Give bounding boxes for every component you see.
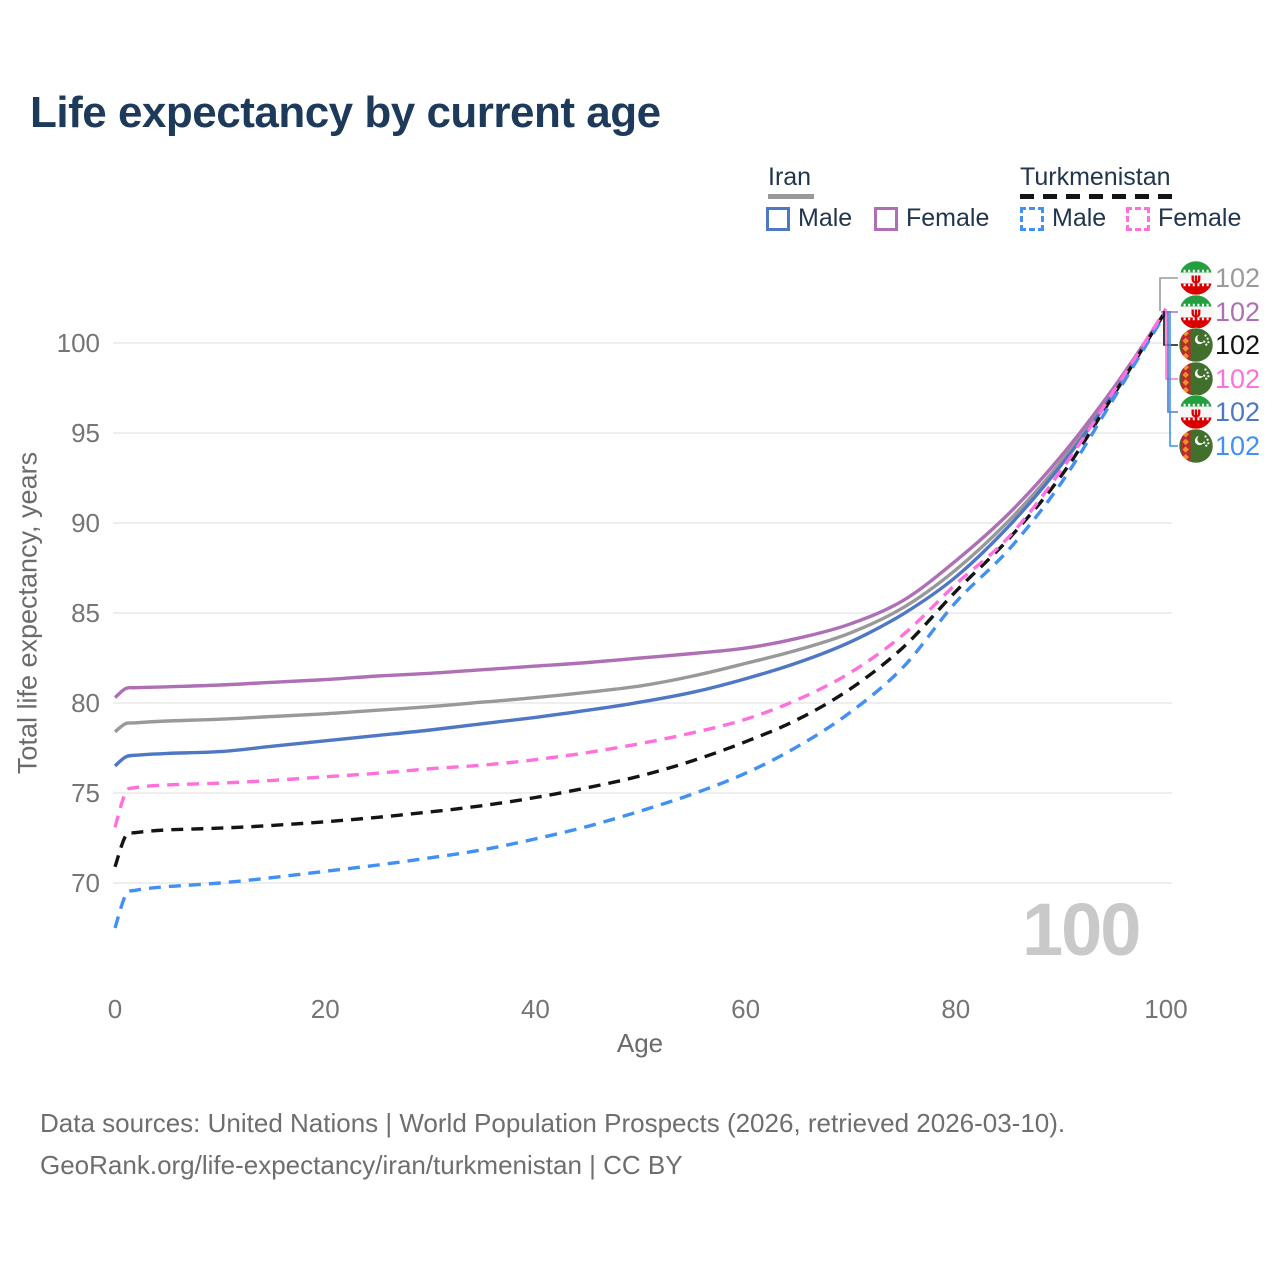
legend-turkmenistan-line-sample xyxy=(1020,194,1178,199)
iran-female-label: Female xyxy=(906,204,990,232)
y-tick-label: 90 xyxy=(71,508,100,538)
turkmenistan-flag-icon xyxy=(1179,328,1213,362)
end-value-label: 102 xyxy=(1215,330,1260,360)
turkmenistan-female-label: Female xyxy=(1158,204,1242,232)
series-line-turkmenistan-total xyxy=(113,309,1168,868)
x-tick-label: 60 xyxy=(731,994,760,1024)
iran-flag-icon xyxy=(1179,295,1213,329)
x-tick-label: 80 xyxy=(941,994,970,1024)
end-value-label: 102 xyxy=(1215,397,1260,427)
series-line-iran-male xyxy=(113,309,1168,768)
y-tick-label: 80 xyxy=(71,688,100,718)
leader-line xyxy=(1163,311,1178,346)
y-tick-label: 75 xyxy=(71,778,100,808)
iran-female-checkbox[interactable] xyxy=(874,206,898,231)
iran-flag-icon xyxy=(1179,395,1213,429)
legend-turkmenistan-label: Turkmenistan xyxy=(1020,163,1171,191)
end-value-label: 102 xyxy=(1215,364,1260,394)
end-value-label: 102 xyxy=(1215,431,1260,461)
x-axis-tick-labels: 0 20 40 60 80 100 xyxy=(108,994,1188,1024)
end-label-leader-lines xyxy=(1159,277,1178,447)
turkmenistan-male-label: Male xyxy=(1052,204,1107,232)
x-tick-label: 0 xyxy=(108,994,122,1024)
legend-item-iran-male[interactable]: Male xyxy=(766,204,852,233)
end-value-label: 102 xyxy=(1215,297,1260,327)
series-line-turkmenistan-female xyxy=(113,307,1168,828)
turkmenistan-male-checkbox[interactable] xyxy=(1020,206,1044,231)
legend-item-turkmenistan-male[interactable]: Male xyxy=(1020,204,1106,233)
attribution-url-text: GeoRank.org/life-expectancy/iran/turkmen… xyxy=(40,1150,683,1180)
legend-group-turkmenistan-header: Turkmenistan xyxy=(1020,163,1178,203)
leader-line xyxy=(1167,311,1178,413)
turkmenistan-flag-icon xyxy=(1179,429,1213,463)
series-lines xyxy=(113,307,1168,929)
turkmenistan-female-checkbox[interactable] xyxy=(1126,206,1150,231)
y-axis-tick-labels: 100 95 90 85 80 75 70 xyxy=(57,328,100,898)
end-value-label: 102 xyxy=(1215,263,1260,293)
gridlines xyxy=(113,342,1172,884)
leader-line xyxy=(1159,277,1178,311)
series-line-iran-female xyxy=(113,309,1168,699)
iran-flag-icon xyxy=(1179,261,1213,295)
x-axis-title: Age xyxy=(616,1028,664,1058)
y-tick-label: 70 xyxy=(71,868,100,898)
series-line-iran-total xyxy=(113,309,1168,734)
x-tick-label: 40 xyxy=(521,994,550,1024)
legend-item-iran-female[interactable]: Female xyxy=(874,204,989,233)
iran-male-checkbox[interactable] xyxy=(766,206,790,231)
y-tick-label: 95 xyxy=(71,418,100,448)
legend-item-turkmenistan-female[interactable]: Female xyxy=(1126,204,1241,233)
data-sources-text: Data sources: United Nations | World Pop… xyxy=(40,1108,1066,1138)
age-frame-watermark: 100 xyxy=(1022,888,1139,971)
y-axis-title: Total life expectancy, years xyxy=(12,451,43,775)
x-tick-label: 100 xyxy=(1144,994,1187,1024)
turkmenistan-flag-icon xyxy=(1179,362,1213,396)
series-line-turkmenistan-male xyxy=(113,311,1168,929)
leader-line xyxy=(1165,311,1178,380)
page-title: Life expectancy by current age xyxy=(30,88,661,137)
y-tick-label: 100 xyxy=(57,328,100,358)
x-tick-label: 20 xyxy=(311,994,340,1024)
legend-iran-label: Iran xyxy=(768,163,812,191)
leader-line xyxy=(1161,311,1178,313)
legend-group-iran-header: Iran xyxy=(768,163,814,203)
leader-line xyxy=(1169,311,1178,447)
iran-male-label: Male xyxy=(798,204,853,232)
y-tick-label: 85 xyxy=(71,598,100,628)
legend-iran-line-sample xyxy=(768,194,814,199)
